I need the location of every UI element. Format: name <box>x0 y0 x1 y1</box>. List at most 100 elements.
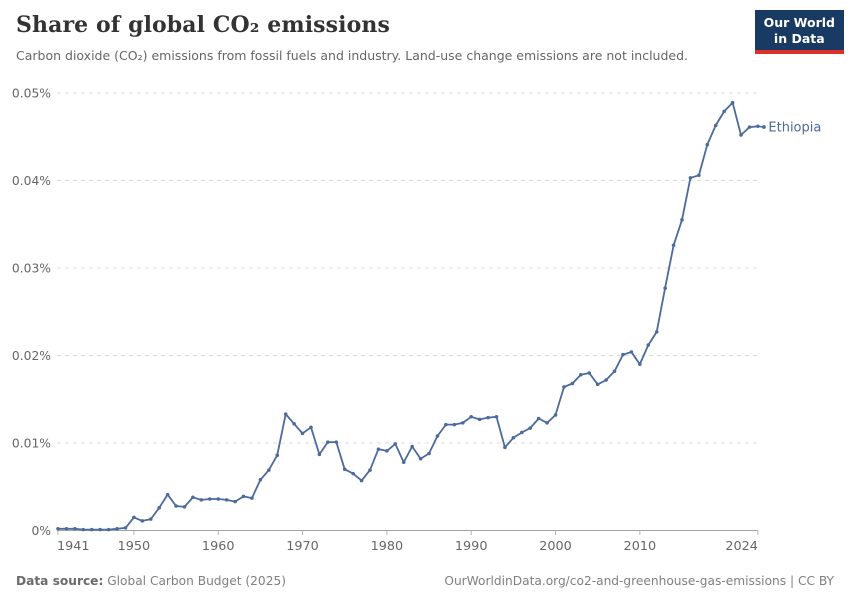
data-point[interactable] <box>174 504 178 508</box>
data-point[interactable] <box>722 109 726 114</box>
x-tick-label: 1990 <box>455 539 488 554</box>
entity-label-ethiopia[interactable]: Ethiopia <box>768 120 821 135</box>
data-point[interactable] <box>123 526 128 530</box>
data-point[interactable] <box>427 451 431 456</box>
footer-citation-link[interactable]: OurWorldinData.org/co2-and-greenhouse-ga… <box>444 574 834 588</box>
data-point[interactable] <box>115 526 119 531</box>
data-point[interactable] <box>326 440 330 444</box>
data-point[interactable] <box>680 218 684 222</box>
data-point[interactable] <box>646 343 651 347</box>
data-point[interactable] <box>106 527 111 532</box>
data-point[interactable] <box>283 412 288 416</box>
data-point[interactable] <box>621 352 625 357</box>
data-point[interactable] <box>671 243 676 248</box>
data-point[interactable] <box>654 330 659 334</box>
data-point[interactable] <box>351 471 355 476</box>
data-point[interactable] <box>713 123 718 128</box>
data-point[interactable] <box>452 422 457 427</box>
data-point[interactable] <box>140 519 145 523</box>
data-point[interactable] <box>224 498 229 502</box>
data-point[interactable] <box>81 527 86 532</box>
data-point[interactable] <box>267 468 271 472</box>
data-point[interactable] <box>216 497 221 501</box>
data-point[interactable] <box>275 453 280 458</box>
data-point[interactable] <box>460 421 465 425</box>
data-point[interactable] <box>241 494 246 499</box>
series-line-ethiopia[interactable] <box>57 101 759 531</box>
data-point[interactable] <box>739 133 743 137</box>
data-point[interactable] <box>292 421 296 426</box>
data-point[interactable] <box>536 416 541 421</box>
data-point[interactable] <box>376 447 381 451</box>
data-point[interactable] <box>638 362 642 367</box>
data-point[interactable] <box>477 417 482 422</box>
data-point[interactable] <box>250 496 254 500</box>
data-point[interactable] <box>410 444 414 449</box>
owid-logo[interactable]: Our World in Data <box>754 10 844 55</box>
data-point[interactable] <box>604 378 608 382</box>
x-tick-label: 1980 <box>371 539 404 554</box>
data-point[interactable] <box>401 460 406 465</box>
data-point[interactable] <box>553 413 558 417</box>
data-point[interactable] <box>663 286 667 290</box>
data-point[interactable] <box>89 527 94 532</box>
data-point[interactable] <box>503 445 507 450</box>
data-point[interactable] <box>570 381 575 386</box>
chart-header: Share of global CO₂ emissions Carbon dio… <box>16 12 760 64</box>
data-point[interactable] <box>469 414 473 419</box>
x-tick-label: 1970 <box>286 539 319 554</box>
data-point[interactable] <box>148 517 153 521</box>
data-point[interactable] <box>191 495 195 500</box>
data-point[interactable] <box>359 478 364 483</box>
data-point[interactable] <box>444 422 448 427</box>
data-point[interactable] <box>334 440 339 444</box>
data-point[interactable] <box>98 527 102 532</box>
data-point[interactable] <box>132 515 136 520</box>
data-point[interactable] <box>157 505 161 510</box>
data-point[interactable] <box>393 442 398 446</box>
data-point[interactable] <box>494 414 499 419</box>
data-point[interactable] <box>545 421 549 425</box>
data-point[interactable] <box>747 125 752 129</box>
data-point[interactable] <box>705 142 710 147</box>
data-point[interactable] <box>595 382 600 387</box>
data-point[interactable] <box>418 456 423 461</box>
data-point[interactable] <box>697 173 701 178</box>
y-tick-label: 0% <box>31 524 51 538</box>
data-point[interactable] <box>629 350 634 354</box>
y-tick-label: 0.04% <box>12 174 51 188</box>
data-point[interactable] <box>309 425 313 430</box>
data-point[interactable] <box>562 385 566 389</box>
data-point[interactable] <box>730 100 735 105</box>
data-point[interactable] <box>207 497 212 501</box>
data-point[interactable] <box>317 452 322 457</box>
data-point[interactable] <box>165 492 170 497</box>
chart-title: Share of global CO₂ emissions <box>16 12 390 38</box>
data-point[interactable] <box>511 435 516 440</box>
data-point[interactable] <box>182 505 187 509</box>
data-point[interactable] <box>258 477 263 482</box>
chart-footer: Data source: Global Carbon Budget (2025)… <box>16 574 834 588</box>
data-point[interactable] <box>486 415 490 420</box>
data-point[interactable] <box>519 430 524 435</box>
data-point[interactable] <box>612 369 617 374</box>
data-point[interactable] <box>300 431 305 436</box>
data-point[interactable] <box>528 426 533 430</box>
data-source-value: Global Carbon Budget (2025) <box>107 574 286 588</box>
data-point[interactable] <box>73 526 77 531</box>
data-point[interactable] <box>587 371 592 375</box>
data-point[interactable] <box>368 468 372 472</box>
data-point[interactable] <box>435 434 440 438</box>
data-point[interactable] <box>199 498 204 502</box>
data-point[interactable] <box>56 526 60 531</box>
data-point[interactable] <box>64 526 69 531</box>
data-point[interactable] <box>385 449 389 453</box>
data-point[interactable] <box>342 467 347 472</box>
data-point[interactable] <box>688 176 693 180</box>
data-point[interactable] <box>233 499 237 504</box>
data-source: Data source: Global Carbon Budget (2025) <box>16 574 286 588</box>
data-point[interactable] <box>579 372 583 377</box>
y-tick-label: 0.05% <box>12 86 51 100</box>
x-tick-label: 2024 <box>725 539 758 554</box>
